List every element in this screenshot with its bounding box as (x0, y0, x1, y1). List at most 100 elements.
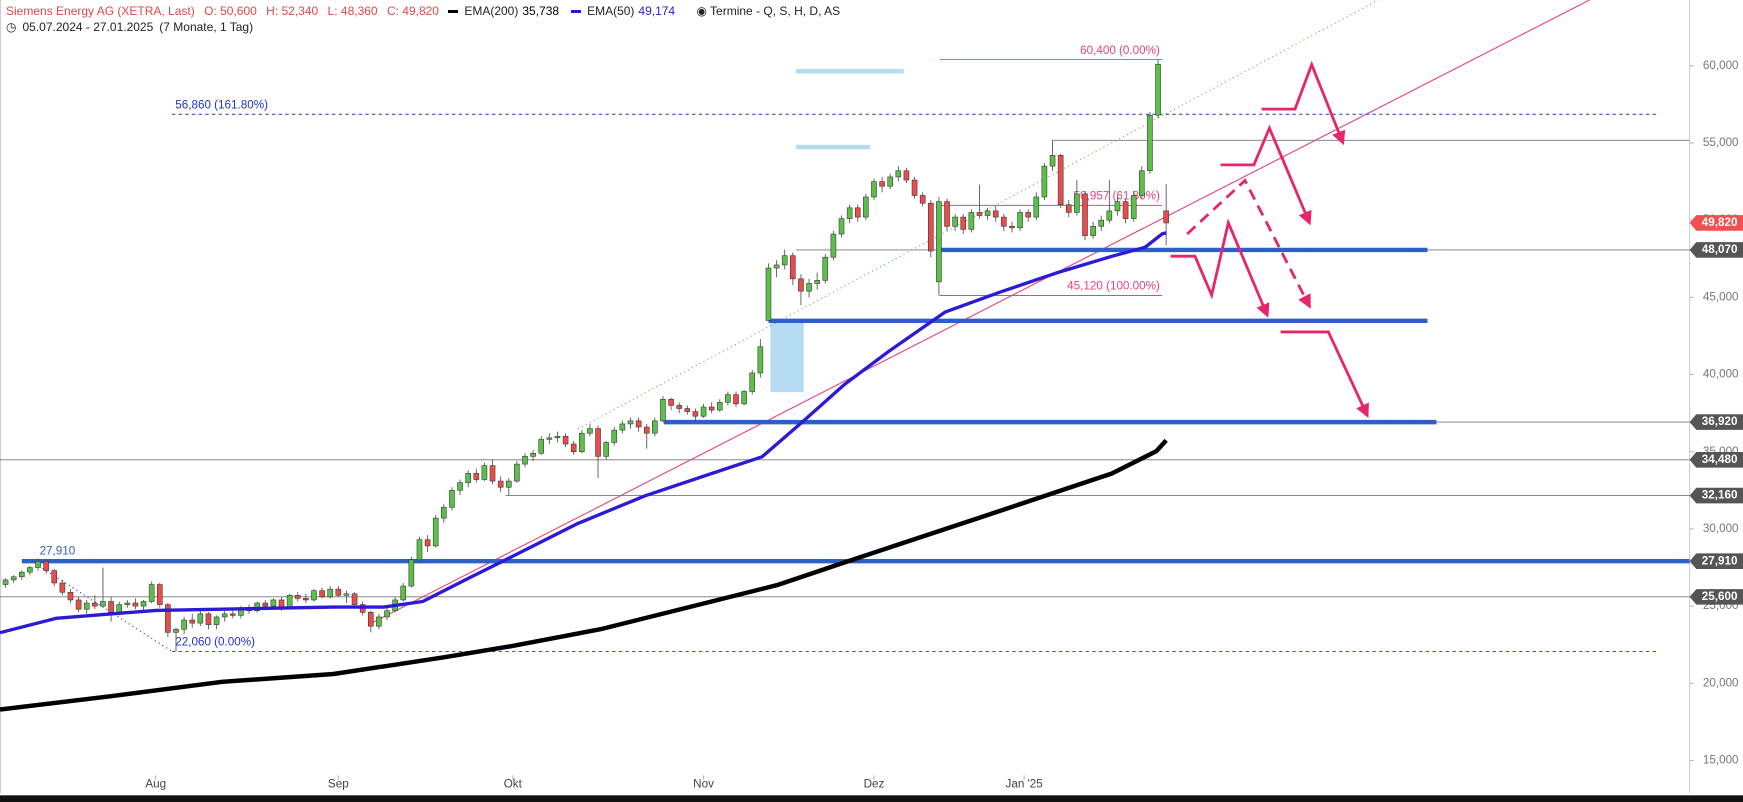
candle-body (1114, 201, 1121, 212)
candle-body (457, 482, 463, 491)
candle-body (960, 216, 967, 230)
fib-label: 60,400 (0.00%) (1080, 44, 1160, 57)
highlight-box (795, 144, 871, 150)
candle-body (538, 439, 545, 454)
fib-label: 45,120 (100.00%) (1067, 280, 1160, 293)
candle-body (441, 507, 447, 519)
price-badge-label: 25,600 (1702, 590, 1738, 603)
candle-body (587, 428, 593, 434)
ohlc: L: 48,360 (327, 4, 378, 18)
candle-body (1065, 204, 1072, 213)
candle-body (1057, 155, 1064, 205)
candle-body (514, 463, 520, 482)
price-badge (1689, 589, 1743, 605)
legend-item: EMA(50) 49,174 (571, 4, 681, 18)
candle-body (887, 176, 894, 187)
price-badge-label: 27,910 (1702, 554, 1738, 567)
price-badge-label: 36,920 (1702, 415, 1738, 428)
candle-body (716, 402, 723, 411)
candle-body (562, 436, 569, 445)
candle-body (1009, 226, 1015, 229)
y-tick-label: 30,000 (1703, 522, 1739, 535)
candle-body (303, 598, 309, 601)
arrow (1220, 124, 1312, 226)
candle-body (652, 420, 658, 434)
candle-body (846, 207, 853, 219)
price-badge-label: 34,480 (1702, 453, 1738, 466)
candle-body (814, 280, 820, 284)
candle-body (895, 170, 902, 178)
candle-body (1025, 212, 1031, 218)
candle-body (473, 473, 480, 480)
arrow (1186, 178, 1311, 309)
header-line: Siemens Energy AG (XETRA, Last) O: 50,60… (6, 3, 852, 19)
candle-body (708, 406, 715, 411)
candle-body (765, 267, 772, 321)
candle-body (351, 593, 358, 605)
forecast-arrows (1170, 60, 1369, 419)
duration: (7 Monate, 1 Tag) (159, 20, 254, 34)
arrow (1280, 330, 1369, 419)
candle-body (83, 602, 90, 610)
candle-body (660, 398, 666, 422)
x-tick-label: Sep (328, 777, 349, 790)
candle-body (205, 613, 212, 625)
legend-item: EMA(200) 35,738 (448, 4, 565, 18)
candle-body (189, 619, 196, 624)
candle-body (838, 218, 845, 235)
candle-body (35, 561, 41, 568)
x-tick-label: Jan '25 (1006, 777, 1043, 790)
candle-body (197, 613, 204, 624)
candle-body (311, 590, 317, 601)
candle-body (400, 585, 407, 601)
candle-body (1163, 210, 1169, 224)
candle-body (319, 590, 325, 598)
plot: 15,00020,00025,00030,00035,00040,00045,0… (0, 44, 1743, 790)
candle-body (108, 601, 114, 613)
candle-body (416, 539, 423, 561)
candle-body (59, 582, 66, 593)
fib-label: 56,860 (161.80%) (175, 98, 268, 111)
candle-body (18, 571, 25, 578)
candle-body (554, 436, 561, 439)
candle-body (408, 559, 415, 587)
fib-label: 22,060 (0.00%) (175, 636, 255, 649)
y-tick-label: 20,000 (1703, 676, 1739, 689)
legend-swatch (448, 10, 459, 14)
candle-body (92, 602, 98, 607)
candle-body (51, 570, 58, 584)
candle-body (822, 256, 829, 281)
x-tick-label: Nov (693, 777, 714, 790)
candle-body (692, 411, 699, 417)
candle-body (668, 398, 674, 406)
candle-body (43, 561, 49, 571)
candle-body (643, 426, 650, 434)
candle-body (1130, 195, 1137, 219)
candle-body (1041, 165, 1048, 198)
candle-body (684, 408, 691, 412)
ema-line (0, 438, 1168, 712)
candle-body (579, 432, 585, 453)
legend-value: 49,174 (638, 4, 676, 18)
candle-body (725, 394, 731, 403)
price-badge (1689, 414, 1743, 430)
candle-body (213, 616, 220, 625)
candle-body (335, 588, 342, 596)
legend-value: 35,738 (522, 4, 560, 18)
legend-name: EMA(50) (587, 4, 635, 18)
candle-body (27, 567, 33, 573)
candle-body (262, 602, 269, 607)
candle-body (741, 391, 747, 405)
candle-body (449, 490, 455, 508)
clock-icon: ◷ (6, 20, 17, 34)
candle-body (936, 201, 942, 283)
price-badge-label: 32,160 (1702, 489, 1738, 502)
candle-body (733, 394, 739, 405)
candle-body (1090, 226, 1096, 236)
price-badge (1689, 487, 1743, 504)
candle-body (1139, 170, 1145, 196)
candle-body (863, 196, 869, 218)
candle-body (944, 201, 950, 227)
